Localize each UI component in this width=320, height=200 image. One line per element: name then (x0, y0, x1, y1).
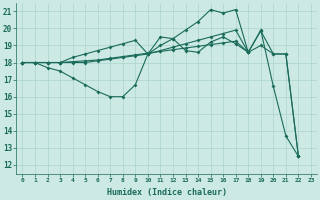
X-axis label: Humidex (Indice chaleur): Humidex (Indice chaleur) (107, 188, 227, 197)
